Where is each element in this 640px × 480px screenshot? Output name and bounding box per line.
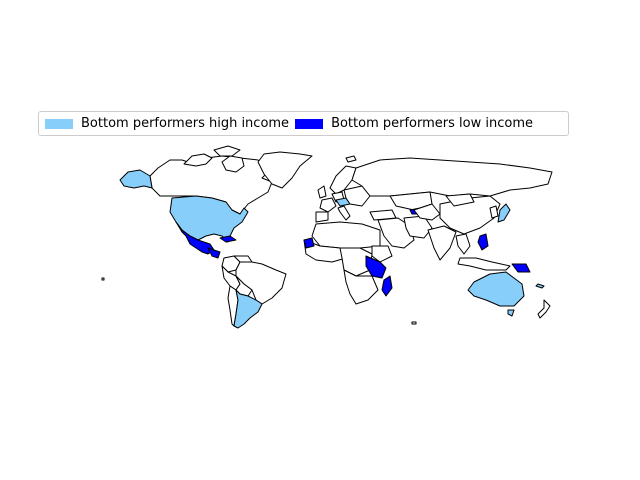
country-argentina	[233, 289, 263, 329]
country-guinea	[303, 237, 315, 249]
country-new-zealand	[537, 299, 551, 319]
island-hawaii	[101, 277, 105, 281]
country-east-africa	[365, 255, 387, 279]
legend-label-high-income: Bottom performers high income	[81, 116, 290, 131]
country-papua-new-guinea	[511, 263, 531, 273]
legend-swatch-low-income	[295, 118, 324, 129]
legend-entry-high-income: Bottom performers high income	[45, 116, 289, 131]
island-antarctic-south	[411, 321, 417, 325]
legend-swatch-high-income	[45, 118, 73, 129]
country-philippines	[477, 233, 489, 251]
country-madagascar	[381, 275, 393, 297]
legend-entry-low-income: Bottom performers low income	[295, 116, 533, 131]
country-ethiopia	[371, 245, 393, 263]
country-central-america	[207, 247, 221, 259]
country-tasmania	[507, 309, 515, 317]
country-canada-ellesmere	[213, 145, 241, 157]
island-svalbard	[345, 155, 357, 163]
country-new-caledonia	[535, 283, 545, 289]
country-southeast-asia	[455, 233, 471, 255]
country-japan	[497, 203, 511, 223]
country-indonesia	[457, 257, 511, 271]
country-russia	[351, 157, 553, 197]
country-australia	[467, 271, 525, 307]
country-cuba	[219, 235, 237, 243]
country-uk	[317, 185, 327, 199]
country-france	[319, 197, 337, 213]
legend-label-low-income: Bottom performers low income	[331, 116, 533, 131]
country-central-asia	[413, 203, 441, 221]
country-italy	[337, 205, 351, 221]
country-north-africa	[311, 221, 381, 249]
map-legend: Bottom performers high income Bottom per…	[38, 111, 569, 136]
country-greenland	[257, 151, 313, 189]
country-canada-arctic-islands	[183, 153, 213, 167]
country-central-africa	[339, 247, 373, 277]
country-west-africa	[303, 239, 347, 263]
country-mongolia	[445, 193, 475, 207]
country-korea	[489, 205, 499, 219]
country-southern-africa	[343, 269, 379, 305]
country-india	[427, 225, 457, 261]
country-alaska	[119, 169, 153, 189]
country-spain	[315, 211, 329, 223]
